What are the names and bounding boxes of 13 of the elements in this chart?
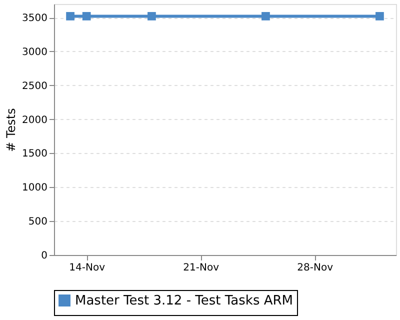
y-tick-label: 2000 (22, 114, 48, 126)
x-tick-label: 14-Nov (69, 262, 106, 274)
y-tick-label: 1000 (22, 182, 48, 194)
y-axis-title: # Tests (4, 108, 18, 152)
y-tick-label: 1500 (22, 148, 48, 160)
y-tick-label: 3500 (22, 13, 48, 24)
y-tick-label: 2500 (22, 80, 48, 92)
x-tick-label: 21-Nov (183, 262, 220, 274)
legend-label: Master Test 3.12 - Test Tasks ARM (75, 294, 293, 308)
y-tick-label: 0 (41, 250, 48, 262)
y-tick-label: 500 (28, 216, 48, 228)
x-tick-label: 28-Nov (297, 262, 334, 274)
y-tick-label: 3000 (22, 46, 48, 58)
